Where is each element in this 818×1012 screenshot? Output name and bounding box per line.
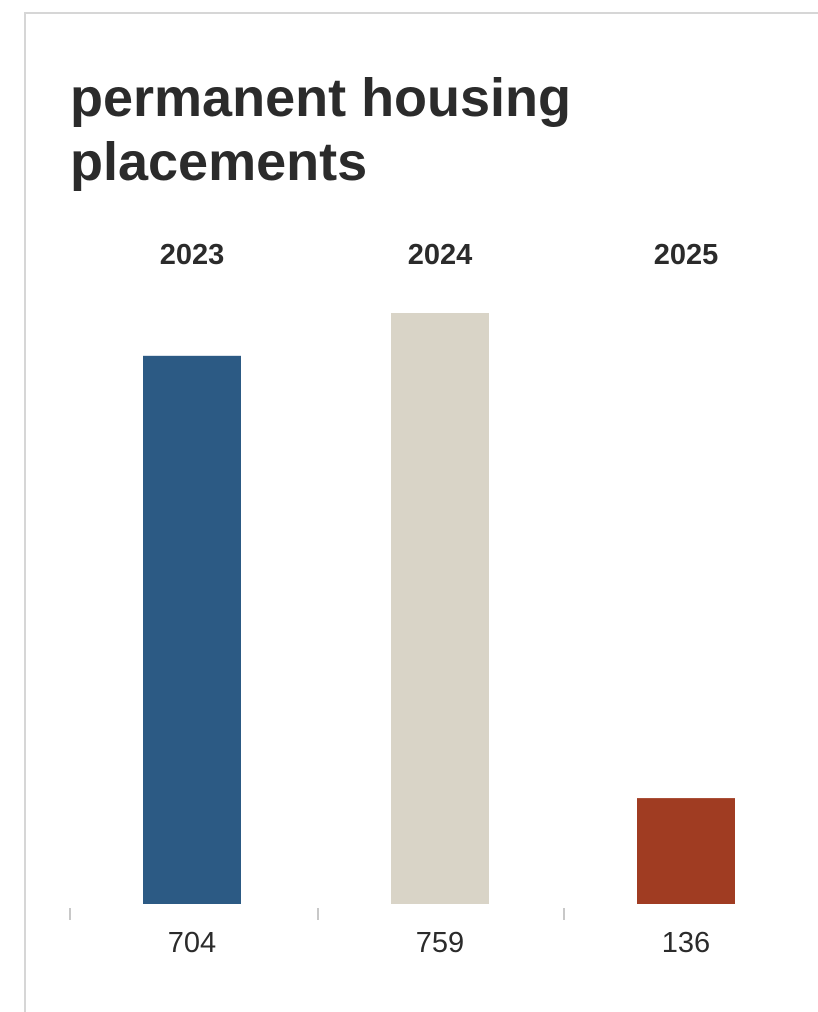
year-label-2023: 2023 (160, 239, 225, 271)
bar-chart: 2023 704 2024 759 2025 136 (69, 239, 735, 959)
bar-2024 (391, 313, 489, 904)
year-label-2024: 2024 (408, 239, 473, 271)
year-label-2025: 2025 (654, 239, 719, 271)
chart-card: permanent housing placements 2023 704 2024… (24, 12, 818, 1012)
chart-title: permanent housing placements (70, 68, 572, 192)
value-label-2023: 704 (168, 927, 216, 959)
bar-2025 (637, 798, 735, 904)
value-label-2025: 136 (662, 927, 710, 959)
value-label-2024: 759 (416, 927, 464, 959)
bar-2023 (143, 355, 241, 905)
